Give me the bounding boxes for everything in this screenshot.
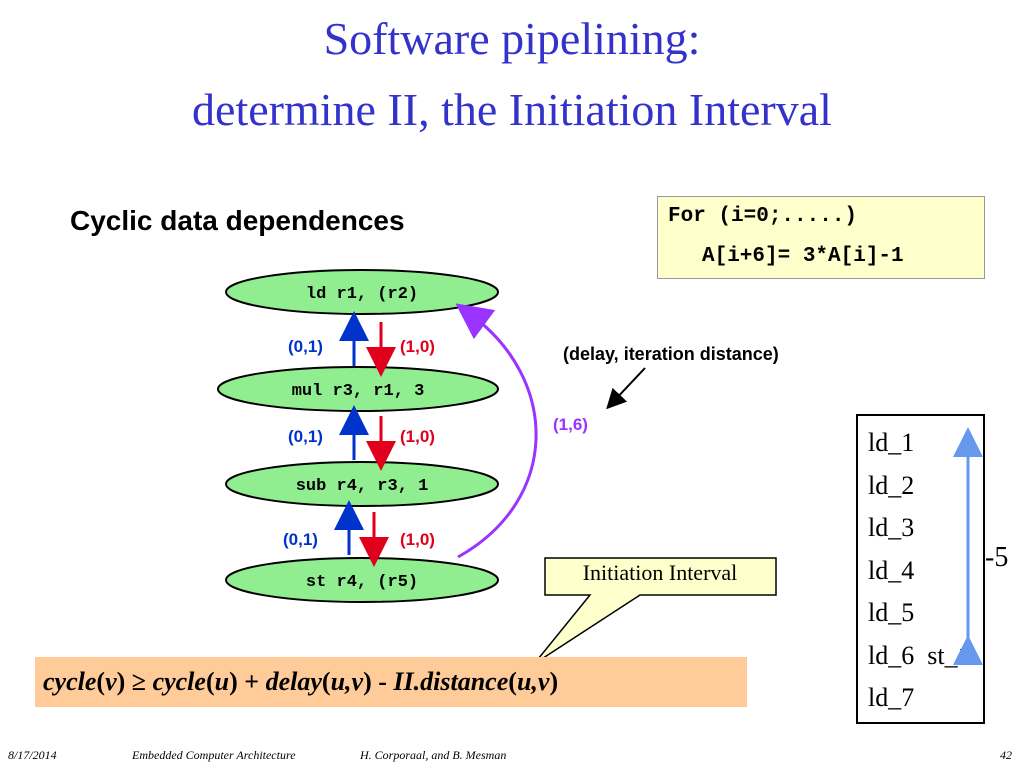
code-line-2: A[i+6]= 3*A[i]-1 <box>702 245 904 268</box>
schedule-row: ld_4 <box>868 556 915 585</box>
f-uv2: u,v <box>516 667 550 696</box>
slide-title-line2: determine II, the Initiation Interval <box>192 84 832 135</box>
node-mul-label: mul r3, r1, 3 <box>292 382 425 401</box>
node-mul: mul r3, r1, 3 <box>217 366 499 412</box>
node-sub-label: sub r4, r3, 1 <box>296 477 429 496</box>
schedule-row: ld_3 <box>868 513 915 542</box>
footer-course: Embedded Computer Architecture <box>132 748 296 762</box>
schedule-offset: -5 <box>985 542 1009 573</box>
schedule-box: ld_1 ld_2 ld_3 ld_4 ld_5 ld_6 st_1 ld_7 <box>856 414 985 724</box>
legend-pointer-arrow <box>606 367 646 410</box>
slide-title-line1: Software pipelining: <box>323 13 701 64</box>
f-minus: - <box>378 667 387 696</box>
legend-label: (delay, iteration distance) <box>563 344 779 364</box>
f-ii: II.distance <box>393 667 509 696</box>
code-box: For (i=0;.....) A[i+6]= 3*A[i]-1 <box>657 196 985 279</box>
node-ld-label: ld r1, (r2) <box>306 285 418 304</box>
formula-box: cycle(v) ≥ cycle(u) + delay(u,v) - II.di… <box>35 657 747 707</box>
schedule-row: ld_2 <box>868 471 915 500</box>
loop-carried-edge-label: (1,6) <box>553 415 588 434</box>
footer-page-number: 42 <box>1000 748 1012 762</box>
edge-backward-2-label: (1,0) <box>400 427 435 446</box>
schedule-distance-arrow <box>953 427 983 665</box>
node-sub: sub r4, r3, 1 <box>225 461 499 507</box>
f-plus: + <box>244 667 260 696</box>
schedule-row: ld_5 <box>868 598 915 627</box>
edge-backward-3-label: (1,0) <box>400 530 435 549</box>
f-v1: v <box>105 667 117 696</box>
node-st-label: st r4, (r5) <box>306 573 418 592</box>
footer-authors: H. Corporaal, and B. Mesman <box>360 748 507 762</box>
edge-forward-3-label: (0,1) <box>283 530 318 549</box>
schedule-row: ld_7 <box>868 683 915 712</box>
f-cycle2: cycle <box>152 667 206 696</box>
footer-date: 8/17/2014 <box>8 748 57 762</box>
callout-bubble <box>533 557 777 665</box>
f-uv1: u,v <box>330 667 364 696</box>
section-heading: Cyclic data dependences <box>70 205 405 236</box>
edge-backward-1-label: (1,0) <box>400 337 435 356</box>
f-u1: u <box>214 667 230 696</box>
schedule-row: ld_6 st_1 <box>868 641 971 670</box>
schedule-row: ld_1 <box>868 428 915 457</box>
f-cycle1: cycle <box>43 667 97 696</box>
callout-text: Initiation Interval <box>582 560 738 585</box>
f-delay: delay <box>265 667 322 696</box>
node-ld: ld r1, (r2) <box>225 269 499 315</box>
loop-carried-edge-arrow <box>455 303 538 559</box>
f-geq: ≥ <box>131 667 147 696</box>
node-st: st r4, (r5) <box>225 557 499 603</box>
edge-forward-1-label: (0,1) <box>288 337 323 356</box>
code-line-1: For (i=0;.....) <box>668 205 858 228</box>
edge-forward-2-label: (0,1) <box>288 427 323 446</box>
